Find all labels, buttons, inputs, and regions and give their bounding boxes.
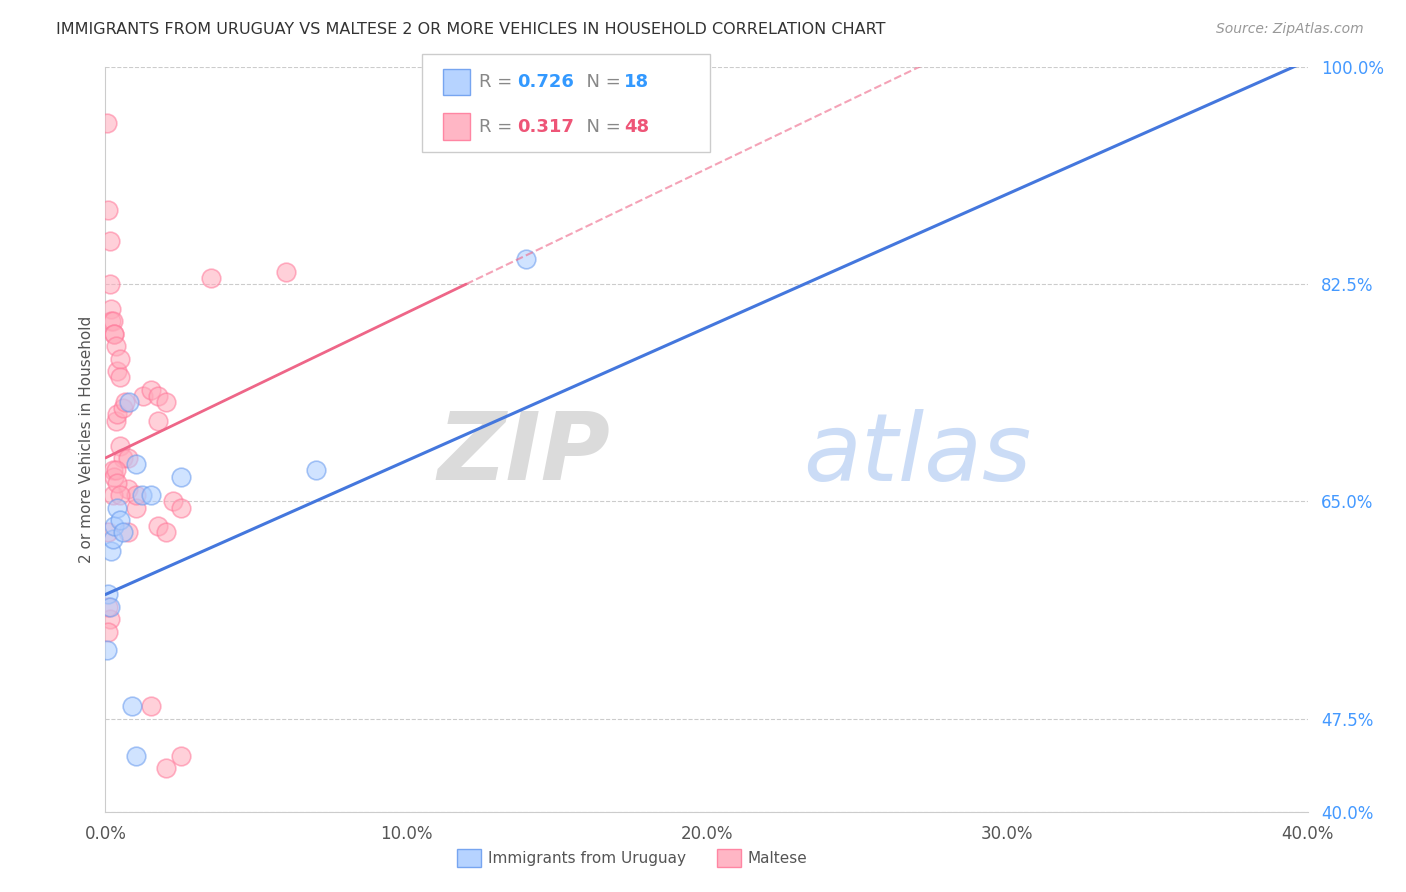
Point (107, 500, 129, 515)
Text: R =: R = (479, 73, 519, 91)
Text: 0.317: 0.317 (517, 118, 574, 136)
Point (101, 488, 124, 502)
Text: Source: ZipAtlas.com: Source: ZipAtlas.com (1216, 22, 1364, 37)
Point (96, 116, 118, 130)
Point (139, 383, 162, 397)
Text: IMMIGRANTS FROM URUGUAY VS MALTESE 2 OR MORE VEHICLES IN HOUSEHOLD CORRELATION C: IMMIGRANTS FROM URUGUAY VS MALTESE 2 OR … (56, 22, 886, 37)
Point (124, 748, 146, 763)
Point (155, 395, 177, 409)
Text: atlas: atlas (803, 409, 1031, 500)
Point (169, 748, 191, 763)
Point (101, 532, 124, 546)
Point (98, 277, 121, 292)
Point (103, 519, 125, 533)
Text: N =: N = (575, 73, 627, 91)
Point (104, 414, 127, 428)
Point (110, 488, 132, 502)
Point (139, 488, 162, 502)
Point (200, 271, 222, 285)
Point (98, 612, 121, 626)
Point (114, 395, 136, 409)
Point (124, 488, 146, 502)
Point (112, 525, 135, 540)
Point (97, 525, 120, 540)
Point (515, 252, 537, 267)
Point (104, 463, 127, 477)
Point (132, 389, 155, 403)
Point (169, 469, 191, 483)
Point (110, 351, 132, 366)
Point (110, 370, 132, 384)
Text: ZIP: ZIP (437, 409, 610, 500)
Point (97, 587, 120, 601)
Point (139, 699, 162, 714)
Point (98, 599, 121, 614)
Point (124, 457, 146, 471)
Point (146, 389, 169, 403)
Point (274, 265, 297, 279)
Point (104, 339, 127, 353)
Point (100, 301, 122, 316)
Text: 0.726: 0.726 (517, 73, 574, 91)
Point (117, 525, 139, 540)
Point (98, 234, 121, 248)
Point (305, 463, 328, 477)
Point (103, 326, 125, 341)
Point (107, 408, 129, 422)
Y-axis label: 2 or more Vehicles in Household: 2 or more Vehicles in Household (79, 316, 94, 563)
Text: Maltese: Maltese (748, 851, 807, 865)
Point (155, 525, 177, 540)
Point (146, 519, 169, 533)
Point (103, 326, 125, 341)
Point (110, 438, 132, 452)
Text: 18: 18 (624, 73, 650, 91)
Point (100, 544, 122, 558)
Text: 48: 48 (624, 118, 650, 136)
Point (146, 414, 169, 428)
Point (101, 314, 124, 328)
Point (112, 401, 135, 416)
Point (110, 513, 132, 527)
Point (97, 624, 120, 639)
Point (107, 475, 129, 490)
Point (155, 761, 177, 775)
Point (101, 463, 124, 477)
Point (169, 500, 191, 515)
Point (100, 314, 122, 328)
Point (112, 450, 135, 465)
Text: Immigrants from Uruguay: Immigrants from Uruguay (488, 851, 686, 865)
Point (118, 395, 141, 409)
Text: N =: N = (575, 118, 627, 136)
Point (103, 469, 125, 483)
Text: R =: R = (479, 118, 519, 136)
Point (117, 450, 139, 465)
Point (96, 643, 118, 657)
Point (97, 202, 120, 217)
Point (162, 494, 184, 508)
Point (97, 599, 120, 614)
Point (124, 500, 146, 515)
Point (117, 482, 139, 496)
Point (121, 699, 143, 714)
Point (131, 488, 153, 502)
Point (107, 364, 129, 378)
